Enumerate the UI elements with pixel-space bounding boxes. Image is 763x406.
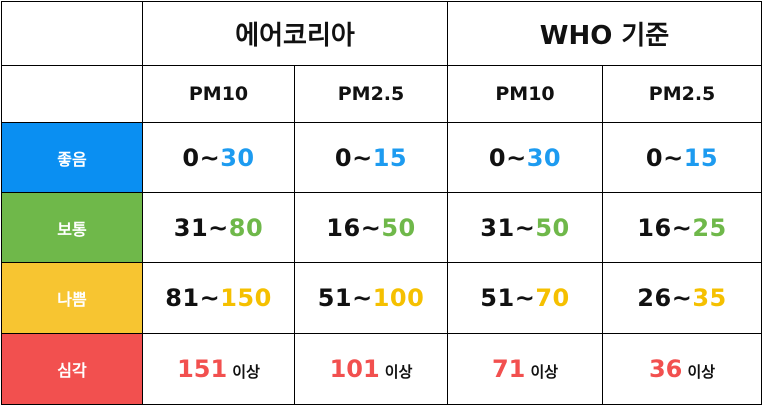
range-high: 15: [372, 143, 408, 172]
range-cell: 81~150: [142, 262, 295, 334]
range-low: 51~: [317, 284, 373, 312]
airkorea-header: 에어코리아: [141, 1, 449, 66]
range-cell: 0~30: [142, 122, 295, 193]
range-low: 31~: [480, 213, 536, 242]
range-low: 0~: [645, 143, 684, 172]
airkorea-pm10-header: PM10: [142, 65, 295, 123]
range-low: 51~: [480, 284, 536, 312]
range-cell: 16~50: [293, 192, 449, 263]
range-high: 30: [220, 143, 255, 172]
level-label-very-bad: 심각: [1, 333, 143, 405]
threshold-suffix: 이상: [384, 363, 413, 381]
range-high: 80: [228, 213, 264, 242]
range-cell: 31~50: [447, 192, 604, 263]
range-low: 16~: [326, 213, 382, 242]
range-high: 50: [381, 213, 416, 242]
level-label-bad: 나쁨: [1, 262, 143, 334]
row-bad: 나쁨 81~150 51~100 51~70 26~35: [1, 262, 763, 334]
range-low: 26~: [637, 284, 693, 312]
range-high: 15: [683, 143, 719, 172]
airkorea-pm25-header: PM2.5: [293, 65, 449, 123]
corner-cell: [1, 1, 143, 66]
row-normal: 보통 31~80 16~50 31~50 16~25: [1, 192, 763, 263]
threshold-cell: 71 이상: [447, 333, 604, 405]
range-cell: 51~70: [447, 262, 604, 334]
range-low: 81~: [165, 284, 221, 312]
threshold-value: 151: [177, 355, 228, 383]
range-cell: 31~80: [142, 192, 295, 263]
range-high: 70: [535, 284, 570, 312]
threshold-suffix: 이상: [530, 363, 559, 381]
threshold-cell: 151 이상: [142, 333, 295, 405]
range-cell: 0~15: [602, 122, 763, 193]
threshold-value: 71: [491, 355, 526, 383]
corner-cell: [1, 65, 143, 123]
level-label-good: 좋음: [1, 122, 143, 193]
threshold-suffix: 이상: [232, 363, 260, 381]
row-very-bad: 심각 151 이상 101 이상 71 이상 36 이상: [1, 333, 763, 405]
range-high: 25: [692, 213, 727, 242]
range-high: 30: [526, 143, 562, 172]
group-header-row: 에어코리아 WHO 기준: [1, 1, 763, 66]
threshold-cell: 36 이상: [602, 333, 763, 405]
level-label-normal: 보통: [1, 192, 143, 263]
threshold-value: 101: [329, 355, 380, 383]
who-header: WHO 기준: [447, 1, 763, 66]
who-pm25-header: PM2.5: [602, 65, 763, 123]
who-pm10-header: PM10: [447, 65, 604, 123]
range-cell: 26~35: [602, 262, 763, 334]
threshold-suffix: 이상: [687, 363, 716, 381]
range-cell: 51~100: [293, 262, 449, 334]
range-high: 50: [535, 213, 570, 242]
range-low: 0~: [488, 143, 527, 172]
range-cell: 0~30: [447, 122, 604, 193]
range-cell: 16~25: [602, 192, 763, 263]
range-low: 16~: [637, 213, 693, 242]
range-low: 31~: [173, 213, 229, 242]
range-high: 100: [372, 284, 425, 312]
row-good: 좋음 0~30 0~15 0~30 0~15: [1, 122, 763, 193]
range-cell: 0~15: [293, 122, 449, 193]
threshold-cell: 101 이상: [293, 333, 449, 405]
pollutant-header-row: PM10 PM2.5 PM10 PM2.5: [1, 65, 763, 123]
range-high: 35: [692, 284, 727, 312]
threshold-value: 36: [648, 355, 683, 383]
range-high: 150: [220, 284, 272, 312]
range-low: 0~: [334, 143, 373, 172]
range-low: 0~: [182, 143, 221, 172]
